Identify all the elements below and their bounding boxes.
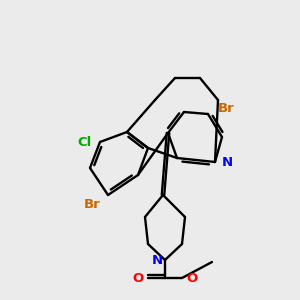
- Text: O: O: [186, 272, 198, 284]
- Text: Br: Br: [218, 103, 234, 116]
- Text: O: O: [132, 272, 144, 284]
- Text: Br: Br: [84, 199, 100, 212]
- Text: N: N: [221, 155, 233, 169]
- Text: Cl: Cl: [77, 136, 91, 148]
- Text: N: N: [152, 254, 163, 266]
